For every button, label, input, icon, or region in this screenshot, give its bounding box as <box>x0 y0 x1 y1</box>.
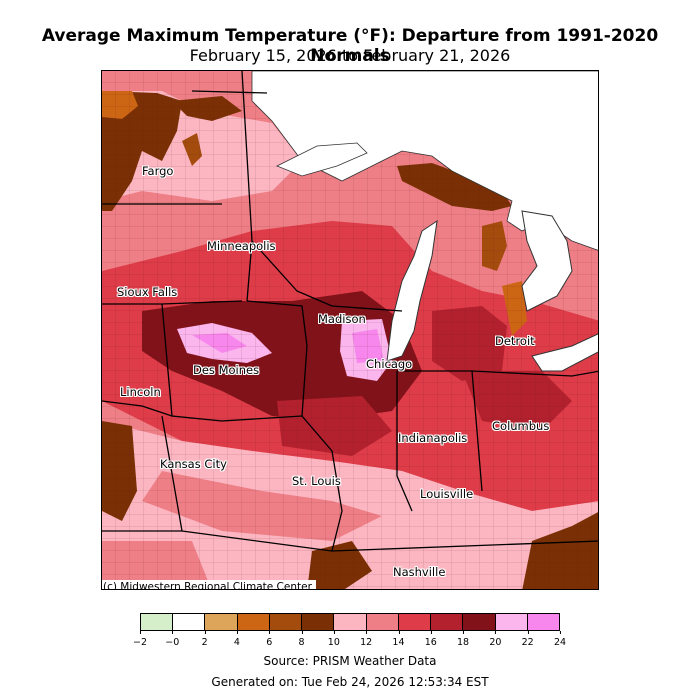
legend-tick-label: −0 <box>165 631 179 648</box>
city-label-sioux-falls: Sioux Falls <box>117 285 178 299</box>
legend-tick-label: 6 <box>266 631 272 648</box>
legend-swatch <box>398 614 432 630</box>
legend-swatch <box>237 614 270 630</box>
lake-huron <box>521 210 573 312</box>
generated-timestamp: Generated on: Tue Feb 24, 2026 12:53:34 … <box>211 675 489 689</box>
legend-tick-label: 2 <box>202 631 208 648</box>
legend-tick-label: 24 <box>554 631 566 648</box>
legend-tick-label: 14 <box>392 631 405 648</box>
city-label-kansas-city: Kansas City <box>160 457 227 471</box>
legend-swatch <box>205 614 238 630</box>
city-label-madison: Madison <box>318 312 366 326</box>
lake-superior-and-canada <box>251 71 598 251</box>
legend-tick-label: 10 <box>328 631 340 648</box>
legend-tick-label: 4 <box>234 631 240 648</box>
legend-swatch <box>366 614 399 630</box>
legend-tick-label: −2 <box>133 631 147 648</box>
legend-tick-label: 18 <box>457 631 469 648</box>
city-label-nashville: Nashville <box>393 565 446 579</box>
legend-swatch <box>527 614 560 630</box>
city-label-chicago: Chicago <box>366 357 413 371</box>
legend-swatch <box>495 614 528 630</box>
city-label-louisville: Louisville <box>420 487 474 501</box>
map-subtitle: February 15, 2026 to February 21, 2026 <box>189 46 511 65</box>
legend-tick-label: 22 <box>522 631 534 648</box>
city-label-des-moines: Des Moines <box>193 363 260 377</box>
city-label-columbus: Columbus <box>492 419 550 433</box>
legend-colorbar <box>140 613 560 631</box>
city-label-fargo: Fargo <box>142 164 174 178</box>
legend-tick-label: 16 <box>425 631 437 648</box>
legend-swatch <box>431 614 464 630</box>
city-label-detroit: Detroit <box>495 334 535 348</box>
legend-swatch <box>302 614 335 630</box>
state-borders <box>102 71 598 552</box>
city-label-st-louis: St. Louis <box>292 474 341 488</box>
legend-tick-label: 20 <box>489 631 501 648</box>
lake-superior <box>276 142 368 177</box>
city-label-indianapolis: Indianapolis <box>398 431 468 445</box>
map-credit: (c) Midwestern Regional Climate Center <box>102 580 316 589</box>
city-label-minneapolis: Minneapolis <box>207 239 276 253</box>
legend-swatch <box>141 614 174 630</box>
legend-swatch <box>334 614 367 630</box>
map-canvas <box>102 71 598 589</box>
lake-michigan <box>386 219 438 362</box>
map-panel: Fargo Minneapolis Sioux Falls Madison De… <box>101 70 599 590</box>
legend-swatch <box>269 614 303 630</box>
map-title: Average Maximum Temperature (°F): Depart… <box>41 26 659 66</box>
legend-tick-label: 8 <box>299 631 305 648</box>
legend-swatch <box>173 614 206 630</box>
data-source: Source: PRISM Weather Data <box>263 654 437 668</box>
lake-erie <box>531 333 598 372</box>
legend-swatch <box>463 614 496 630</box>
legend-ticks: −2 −0 2 4 6 8 10 12 14 16 18 20 22 24 <box>133 631 566 651</box>
legend-tick-label: 12 <box>360 631 372 648</box>
city-label-lincoln: Lincoln <box>120 385 161 399</box>
